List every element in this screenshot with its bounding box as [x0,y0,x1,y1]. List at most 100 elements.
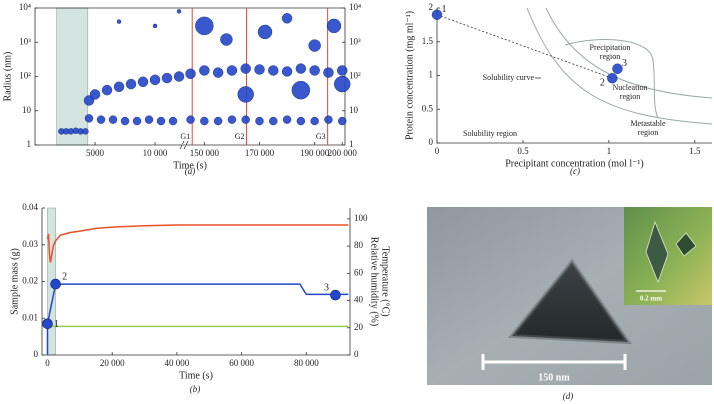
data-point [310,116,319,126]
event-label: G1 [180,132,190,141]
x-tick-label: 0 [45,358,50,368]
x-axis-label: Time (s) [173,160,207,171]
y-tick-label: 0.03 [22,239,38,249]
data-point [195,16,214,36]
y-tick-label: 0.02 [22,276,38,286]
image-panel: 150 nm 0.2 mm (d) [427,207,712,401]
panel-label: (a) [185,166,196,176]
y-tick-label-right: 10² [349,71,361,81]
data-point [200,116,209,126]
region-label: Nucleation region [612,83,647,101]
y-tick-label: 0.01 [22,312,38,322]
data-point [281,13,293,24]
nucleation-boundary [545,7,713,99]
x-axis-label: Precipitant concentration (mol l⁻¹) [505,158,644,169]
data-point [186,115,195,124]
point-label: 1 [54,319,59,330]
data-point [176,9,182,14]
y-axis-label: Protein concentration (mg ml⁻¹) [404,11,415,140]
data-point [152,23,158,29]
data-point [240,63,251,74]
x-tick-label: 0.5 [517,146,529,156]
data-point [156,116,166,126]
inset-scale-label: 0.2 mm [640,295,662,303]
data-point [185,68,196,79]
y2-axis-label: Relative humidity (%) [369,237,380,326]
panel-label: (d) [563,391,574,401]
data-point [132,116,142,126]
y-tick-label: 1.5 [422,36,434,46]
x-tick-label: 170 000 [245,148,275,158]
data-point [220,33,233,46]
phase-curves [526,7,713,125]
y-tick-label-right: 10⁴ [349,2,361,12]
data-point [338,116,347,126]
shaded-region [56,7,89,146]
data-point [89,89,101,100]
y2-axis-label: Temperature (°C) [380,246,391,316]
data-point [296,116,306,126]
y-tick-label-right: 10 [349,105,359,115]
point-label: 3 [622,58,627,69]
x-tick-label: 20 000 [100,358,125,368]
data-point [612,63,623,74]
x-tick-label: 5000 [86,148,105,158]
region-label: Solubility region [463,129,517,138]
y2-tick-label: 100 [354,213,368,223]
data-point [149,74,161,86]
y-tick-label: 10³ [19,36,31,46]
y-tick-label: 10⁴ [19,2,31,12]
data-point [137,76,149,88]
region-label: Precipitation region [590,43,631,61]
crystal [507,258,632,345]
y-tick-label: 10 [22,105,32,115]
precipitation-boundary [564,39,659,119]
y-tick-label: 1 [27,139,32,149]
key-point [50,278,61,290]
data-point [295,63,307,74]
event-label: G2 [235,132,245,141]
y-tick-label: 0 [429,137,434,147]
region-label: Metastable region [630,119,666,137]
inset-crystal [675,232,697,257]
data-point [226,65,238,76]
data-point [227,115,237,124]
x-axis-label: Time (s) [179,370,213,381]
x-tick-label: 1.5 [689,146,701,156]
point-label: 2 [600,77,605,88]
data-point [144,115,154,124]
data-point [254,64,265,75]
x-tick-label: 80 000 [294,358,319,368]
data-point [607,72,618,84]
y-tick-label: 0.5 [422,103,434,113]
data-point [241,115,250,124]
y-tick-label: 10² [19,71,31,81]
data-point [101,84,113,96]
data-point [96,115,106,124]
data-point [282,115,292,124]
data-point [337,65,348,76]
point-label: 1 [442,4,447,15]
inset-crystal [645,220,669,284]
x-tick-label: 60 000 [229,358,254,368]
x-tick-label: 190 000 [300,148,330,158]
data-point [255,116,264,126]
x-tick-label: 150 000 [190,148,220,158]
axis-frame [436,8,712,144]
data-point [213,116,223,126]
data-line [46,224,349,263]
y-tick-label: 0.04 [22,202,38,212]
point-label: 3 [324,282,329,293]
scale-bar-label: 150 nm [538,372,570,383]
data-point [326,18,342,34]
data-point [84,114,94,123]
data-point [82,128,89,135]
y-tick-label-right: 10³ [349,36,361,46]
y2-tick-label: 40 [354,295,364,305]
x-tick-label: 0 [435,146,440,156]
y-axis-label: Radius (nm) [2,52,13,102]
y2-tick-label: 20 [354,322,364,332]
x-tick-label: 1 [607,146,612,156]
data-point [281,66,293,77]
